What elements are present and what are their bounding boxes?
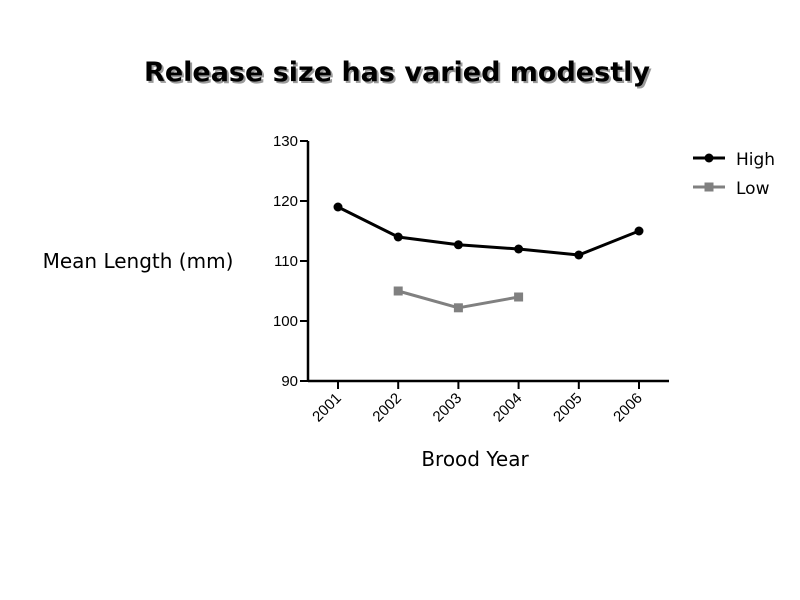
chart-title-shadow: Release size has varied modestly bbox=[146, 59, 652, 90]
legend: High Low bbox=[693, 150, 775, 199]
data-point-low bbox=[453, 303, 463, 313]
y-axis-label: Mean Length (mm) bbox=[43, 249, 234, 273]
data-point-low bbox=[393, 286, 403, 296]
x-axis-label: Brood Year bbox=[421, 447, 529, 471]
x-tick-label: 2005 bbox=[550, 390, 586, 426]
legend-entry-high: High bbox=[693, 150, 775, 170]
y-tick-label: 130 bbox=[273, 133, 298, 150]
series-high bbox=[333, 202, 644, 260]
data-point-high bbox=[393, 232, 403, 242]
x-tick-label: 2001 bbox=[309, 390, 345, 426]
series-line-high bbox=[337, 205, 640, 257]
series-layer bbox=[333, 202, 644, 313]
legend-entry-low: Low bbox=[693, 179, 770, 199]
y-tick-label: 100 bbox=[273, 313, 298, 330]
data-point-high bbox=[634, 226, 644, 236]
x-tick-label: 2002 bbox=[369, 390, 405, 426]
y-tick-label: 90 bbox=[281, 373, 298, 390]
data-point-high bbox=[574, 250, 584, 260]
data-point-high bbox=[453, 240, 463, 250]
data-point-low bbox=[514, 292, 524, 302]
chart-title: Release size has varied modestly bbox=[144, 57, 650, 88]
y-tick-label: 110 bbox=[274, 253, 298, 270]
axes bbox=[306, 141, 669, 383]
legend-label: High bbox=[736, 150, 775, 170]
x-tick-label: 2003 bbox=[430, 390, 466, 426]
x-tick-label: 2006 bbox=[610, 390, 646, 426]
legend-marker bbox=[704, 153, 714, 163]
data-point-high bbox=[514, 244, 524, 254]
series-low bbox=[393, 286, 524, 313]
data-point-high bbox=[333, 202, 343, 212]
legend-label: Low bbox=[736, 179, 770, 199]
x-tick-label: 2004 bbox=[490, 390, 526, 426]
y-tick-label: 120 bbox=[273, 193, 298, 210]
legend-marker bbox=[704, 182, 714, 192]
